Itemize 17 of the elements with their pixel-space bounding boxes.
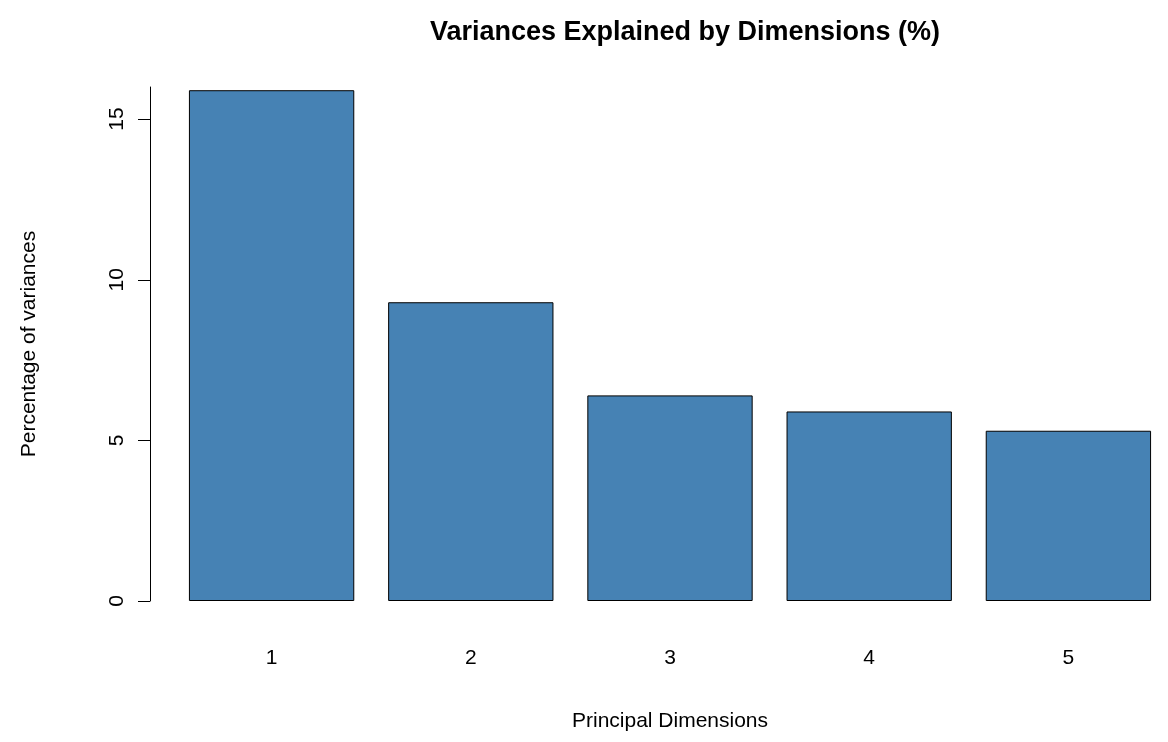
y-axis-title: Percentage of variances [16, 230, 39, 458]
x-tick-label: 5 [1062, 645, 1075, 668]
y-tick-label: 5 [104, 434, 127, 447]
bar [388, 302, 554, 601]
y-tick-label: 0 [104, 595, 127, 607]
x-tick-label: 4 [863, 645, 876, 668]
bar [786, 411, 952, 601]
x-tick-label: 1 [265, 645, 278, 668]
x-tick-label: 3 [664, 645, 676, 668]
y-tick-label: 15 [104, 107, 127, 131]
bar [188, 90, 355, 601]
x-tick-label: 2 [464, 645, 477, 668]
chart-title: Variances Explained by Dimensions (%) [429, 15, 941, 46]
y-tick-label: 10 [104, 268, 127, 292]
x-axis-title: Principal Dimensions [571, 708, 769, 731]
bar [587, 395, 753, 601]
bar [985, 430, 1152, 601]
